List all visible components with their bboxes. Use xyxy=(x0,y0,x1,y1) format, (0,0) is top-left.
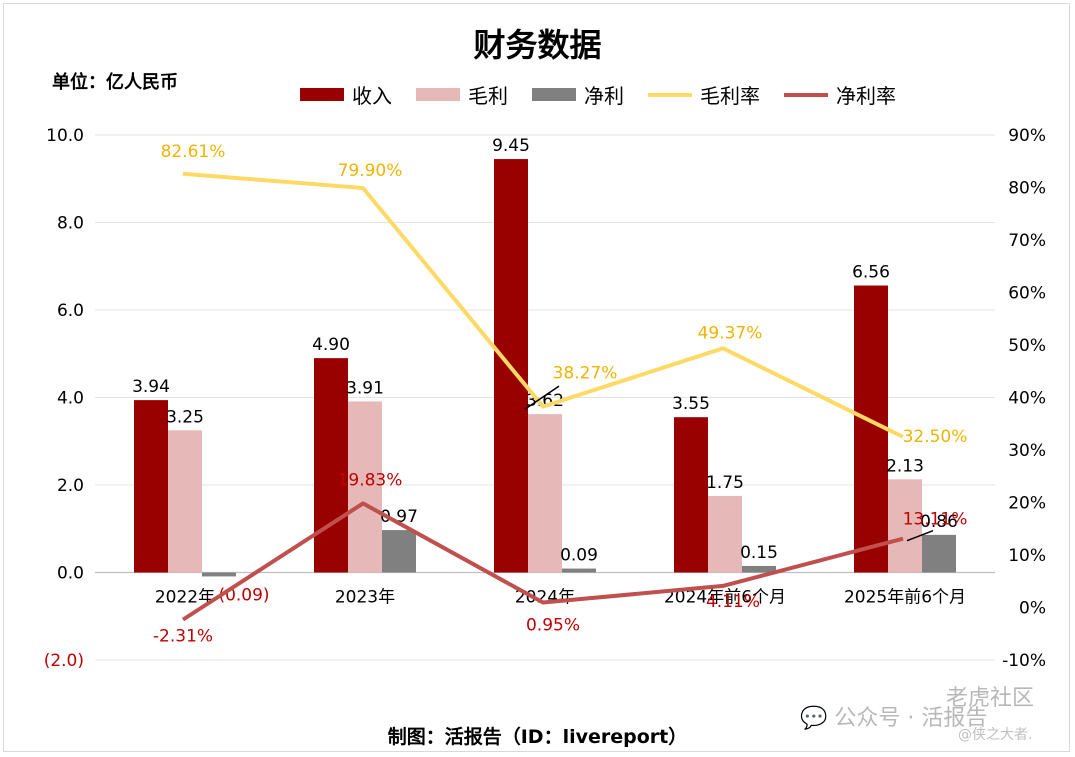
left-tick-label-1: 0.0 xyxy=(57,564,84,584)
unit-label: 单位：亿人民币 xyxy=(52,72,178,93)
category-label-0: 2022年 xyxy=(155,588,215,608)
gross-margin-label-1: 79.90% xyxy=(338,161,403,181)
bar-label-2-2: 0.09 xyxy=(560,546,598,566)
leader-line-0 xyxy=(524,385,560,410)
bar-label-0-0: 3.94 xyxy=(132,377,170,397)
legend-label-gross-profit: 毛利 xyxy=(468,84,508,108)
right-tick-label-10: 90% xyxy=(1008,126,1046,146)
bar-label-1-4: 2.13 xyxy=(886,456,924,476)
watermark-community: 老虎社区 xyxy=(946,686,1035,711)
bar-1-2 xyxy=(528,414,562,573)
category-label-1: 2023年 xyxy=(335,588,395,608)
legend-item-net-margin: 净利率 xyxy=(784,80,896,109)
right-tick-label-4: 30% xyxy=(1008,441,1046,461)
legend-swatch-gross-profit xyxy=(416,88,460,101)
bar-label-1-1: 3.91 xyxy=(346,378,384,398)
legend-line-net-margin xyxy=(784,92,828,97)
gross-margin-label-3: 49.37% xyxy=(698,323,763,343)
left-tick-label-5: 8.0 xyxy=(57,214,84,234)
bar-1-3 xyxy=(708,495,742,573)
net-margin-label-4: 13.11% xyxy=(903,510,968,530)
gross-margin-label-0: 82.61% xyxy=(161,142,226,162)
chart-frame xyxy=(3,3,1070,752)
chart-title: 财务数据 xyxy=(473,26,602,64)
gross-margin-label-2: 38.27% xyxy=(553,364,618,384)
bar-1-0 xyxy=(168,430,202,573)
legend: 收入 毛利 净利 毛利率 净利率 xyxy=(300,80,920,109)
bar-label-2-4: 0.86 xyxy=(920,512,958,532)
bar-label-0-4: 6.56 xyxy=(852,263,890,283)
legend-label-net-margin: 净利率 xyxy=(836,84,896,108)
legend-swatch-revenue xyxy=(300,88,344,101)
right-tick-label-5: 40% xyxy=(1008,389,1046,409)
left-tick-label-6: 10.0 xyxy=(46,126,84,146)
legend-item-revenue: 收入 xyxy=(300,80,392,109)
net-margin-label-2: 0.95% xyxy=(526,616,580,636)
left-tick-label-3: 4.0 xyxy=(57,389,84,409)
bar-0-3 xyxy=(674,417,708,573)
category-label-4: 2025年前6个月 xyxy=(844,588,966,608)
bar-2-0 xyxy=(202,572,236,577)
legend-label-revenue: 收入 xyxy=(352,84,392,108)
watermark-wechat: 💬 公众号 · 活报告 xyxy=(800,700,987,732)
line-series-0 xyxy=(182,171,904,439)
right-tick-label-9: 80% xyxy=(1008,179,1046,199)
bar-2-4 xyxy=(922,534,956,573)
bar-0-1 xyxy=(314,358,348,573)
bar-1-1 xyxy=(348,401,382,573)
right-tick-label-8: 70% xyxy=(1008,231,1046,251)
bar-label-0-1: 4.90 xyxy=(312,335,350,355)
legend-item-net-profit: 净利 xyxy=(532,80,624,109)
right-tick-label-3: 20% xyxy=(1008,494,1046,514)
legend-label-gross-margin: 毛利率 xyxy=(700,84,760,108)
left-tick-label-2: 2.0 xyxy=(57,476,84,496)
net-margin-label-3: 4.11% xyxy=(706,592,760,612)
bar-2-3 xyxy=(742,565,776,573)
bar-label-1-3: 1.75 xyxy=(706,473,744,493)
left-tick-label-0: (2.0) xyxy=(44,651,84,671)
leader-line-1 xyxy=(906,529,934,542)
bar-label-2-1: 0.97 xyxy=(380,507,418,527)
right-tick-label-2: 10% xyxy=(1008,546,1046,566)
line-series-1 xyxy=(181,501,904,622)
bar-label-1-0: 3.25 xyxy=(166,407,204,427)
legend-swatch-net-profit xyxy=(532,88,576,101)
watermark-author: @侠之大者. xyxy=(958,727,1033,743)
bar-2-1 xyxy=(382,530,416,573)
watermark-wechat-text: 公众号 · 活报告 xyxy=(834,706,988,731)
chart-footer: 制图：活报告（ID：livereport） xyxy=(387,726,688,748)
net-margin-label-0: -2.31% xyxy=(153,627,213,647)
bar-label-0-3: 3.55 xyxy=(672,394,710,414)
wechat-icon: 💬 xyxy=(800,706,828,731)
legend-line-gross-margin xyxy=(648,92,692,97)
legend-item-gross-profit: 毛利 xyxy=(416,80,508,109)
bar-1-4 xyxy=(888,479,922,573)
legend-item-gross-margin: 毛利率 xyxy=(648,80,760,109)
right-tick-label-0: -10% xyxy=(1002,651,1046,671)
gross-margin-label-4: 32.50% xyxy=(903,427,968,447)
right-tick-label-1: 0% xyxy=(1019,599,1046,619)
bar-0-0 xyxy=(134,400,168,573)
right-tick-label-6: 50% xyxy=(1008,336,1046,356)
bar-label-2-0: (0.09) xyxy=(218,586,269,606)
bar-label-0-2: 9.45 xyxy=(492,136,530,156)
bar-label-2-3: 0.15 xyxy=(740,543,778,563)
net-margin-label-1: 19.83% xyxy=(338,470,403,490)
category-label-3: 2024年前6个月 xyxy=(664,588,786,608)
bar-0-4 xyxy=(854,285,888,573)
legend-label-net-profit: 净利 xyxy=(584,84,624,108)
left-tick-label-4: 6.0 xyxy=(57,301,84,321)
bar-2-2 xyxy=(562,568,596,573)
right-tick-label-7: 60% xyxy=(1008,284,1046,304)
